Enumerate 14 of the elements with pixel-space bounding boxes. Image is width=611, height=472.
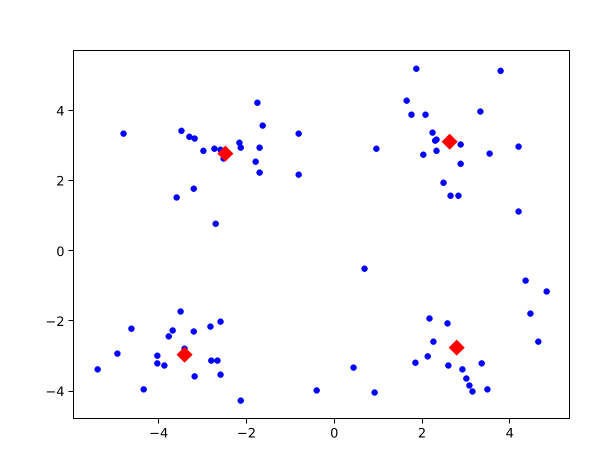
y-tick-label: −4: [45, 385, 65, 400]
y-tick-label: −2: [45, 314, 65, 330]
x-tick-label: −4: [149, 426, 168, 442]
x-tick-label: 2: [418, 426, 426, 442]
point: [176, 346, 193, 363]
x-tick-label: 4: [506, 426, 514, 442]
point: [442, 134, 458, 150]
point: [217, 146, 234, 162]
y-tick-label: 0: [56, 244, 65, 260]
point: [448, 340, 465, 356]
y-tick-label: 4: [56, 104, 65, 120]
y-tick-label: 2: [56, 174, 65, 190]
x-tick-label: −2: [236, 426, 256, 442]
x-tick-label: 0: [330, 426, 338, 442]
